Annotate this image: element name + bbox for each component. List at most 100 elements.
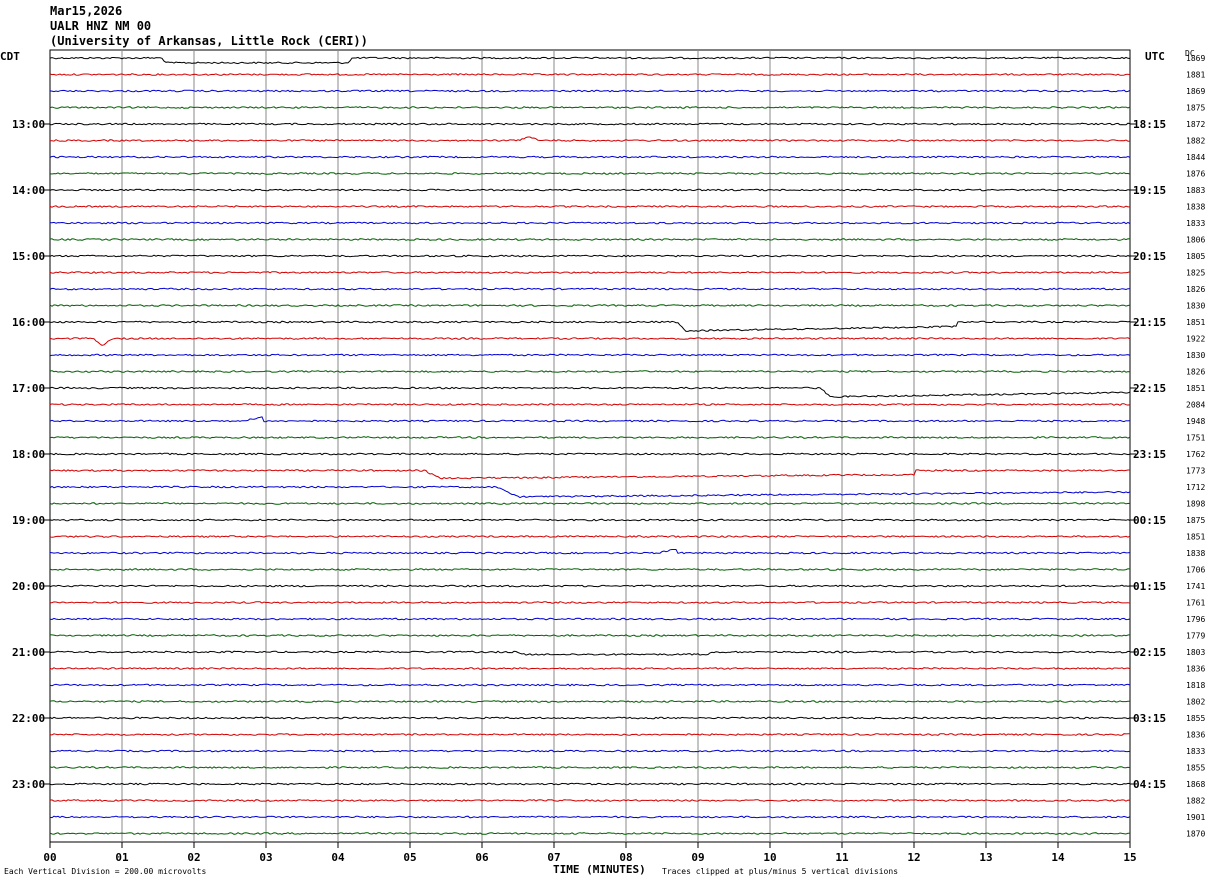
x-tick-label: 02 <box>187 851 200 864</box>
x-tick-label: 05 <box>403 851 416 864</box>
trace-row <box>49 634 1131 637</box>
trace-row <box>49 106 1131 109</box>
trace-row <box>49 568 1131 571</box>
left-timezone-label: CDT <box>0 50 20 63</box>
dc-offset-label: 1851 <box>1186 533 1205 542</box>
x-tick-label: 07 <box>547 851 560 864</box>
dc-offset-label: 1881 <box>1186 71 1205 80</box>
trace-row <box>49 700 1130 703</box>
hour-label-right: 18:15 <box>1133 118 1166 131</box>
dc-offset-label: 1868 <box>1186 780 1205 789</box>
dc-offset-label: 1855 <box>1186 764 1205 773</box>
dc-offset-label: 1901 <box>1186 813 1205 822</box>
trace-row <box>49 188 1131 192</box>
x-tick-label: 06 <box>475 851 489 864</box>
dc-offset-label: 1802 <box>1186 698 1205 707</box>
trace-row <box>49 650 1131 656</box>
trace-row <box>49 403 1131 406</box>
dc-offset-label: 1876 <box>1186 170 1205 179</box>
dc-offset-label: 1882 <box>1186 797 1205 806</box>
hour-label-right: 23:15 <box>1133 448 1166 461</box>
trace-row <box>49 766 1131 769</box>
dc-offset-label: 1922 <box>1186 335 1205 344</box>
dc-offset-label: 1872 <box>1186 120 1205 129</box>
hour-label-left: 13:00 <box>12 118 45 131</box>
trace-row <box>49 89 1131 93</box>
trace-row <box>49 667 1131 670</box>
hour-label-left: 20:00 <box>12 580 45 593</box>
x-axis-label: TIME (MINUTES) <box>553 863 646 876</box>
trace-row <box>49 469 1130 480</box>
trace-row <box>49 320 1131 332</box>
dc-offset-label: 1882 <box>1186 137 1205 146</box>
trace-row <box>49 136 1131 142</box>
trace-row <box>49 716 1131 720</box>
hour-label-left: 14:00 <box>12 184 45 197</box>
dc-offset-label: 1855 <box>1186 714 1205 723</box>
hour-label-right: 21:15 <box>1133 316 1166 329</box>
hour-label-right: 04:15 <box>1133 778 1166 791</box>
dc-offset-label: 1826 <box>1186 285 1205 294</box>
dc-offset-label: 1826 <box>1186 368 1205 377</box>
trace-row <box>49 485 1131 499</box>
x-tick-label: 10 <box>763 851 776 864</box>
trace-row <box>49 549 1131 555</box>
x-tick-label: 13 <box>979 851 992 864</box>
trace-row <box>49 254 1131 258</box>
trace-row <box>49 749 1131 753</box>
trace-row <box>49 238 1131 241</box>
dc-offset-label: 1836 <box>1186 731 1205 740</box>
hour-label-right: 22:15 <box>1133 382 1166 395</box>
dc-offset-label: 1838 <box>1186 203 1205 212</box>
trace-row <box>50 221 1131 225</box>
trace-row <box>49 122 1131 126</box>
x-tick-label: 12 <box>907 851 920 864</box>
hour-label-left: 17:00 <box>12 382 45 395</box>
dc-offset-label: 1883 <box>1186 186 1205 195</box>
dc-offset-label: 1898 <box>1186 500 1205 509</box>
institution-label: (University of Arkansas, Little Rock (CE… <box>50 34 368 48</box>
hour-label-right: 03:15 <box>1133 712 1166 725</box>
dc-offset-label: 1818 <box>1186 681 1205 690</box>
dc-offset-label: 1830 <box>1186 351 1205 360</box>
trace-row <box>49 815 1131 819</box>
hour-label-left: 21:00 <box>12 646 45 659</box>
dc-offset-label: 1761 <box>1186 599 1205 608</box>
dc-offset-label: 1796 <box>1186 615 1205 624</box>
trace-row <box>49 535 1131 538</box>
dc-offset-label: 1844 <box>1186 153 1205 162</box>
dc-offset-label: 1825 <box>1186 269 1205 278</box>
trace-row <box>49 370 1131 373</box>
dc-offset-label: 1751 <box>1186 434 1205 443</box>
dc-offset-label: 1805 <box>1186 252 1205 261</box>
dc-offset-label: 1870 <box>1186 830 1205 839</box>
trace-row <box>49 155 1131 159</box>
trace-row <box>49 799 1131 802</box>
trace-row <box>49 502 1131 505</box>
trace-row <box>49 683 1131 687</box>
trace-row <box>49 733 1130 736</box>
plot-frame <box>49 49 1131 843</box>
trace-row <box>49 304 1131 307</box>
trace-row <box>49 782 1131 786</box>
hour-label-right: 20:15 <box>1133 250 1166 263</box>
x-tick-label: 00 <box>43 851 56 864</box>
dc-offset-label: 1836 <box>1186 665 1205 674</box>
date-label: Mar15,2026 <box>50 4 123 18</box>
dc-offset-label: 1869 <box>1186 54 1205 63</box>
hour-label-left: 18:00 <box>12 448 45 461</box>
x-tick-label: 09 <box>691 851 704 864</box>
dc-offset-label: 1803 <box>1186 648 1205 657</box>
x-tick-label: 08 <box>619 851 632 864</box>
hour-label-right: 01:15 <box>1133 580 1166 593</box>
hour-label-left: 22:00 <box>12 712 45 725</box>
trace-row <box>49 436 1131 439</box>
x-tick-label: 01 <box>115 851 129 864</box>
hour-label-left: 19:00 <box>12 514 45 527</box>
trace-row <box>49 337 1131 346</box>
trace-row <box>49 518 1131 522</box>
dc-offset-label: 1851 <box>1186 318 1205 327</box>
x-tick-label: 15 <box>1123 851 1136 864</box>
right-timezone-label: UTC <box>1145 50 1165 63</box>
